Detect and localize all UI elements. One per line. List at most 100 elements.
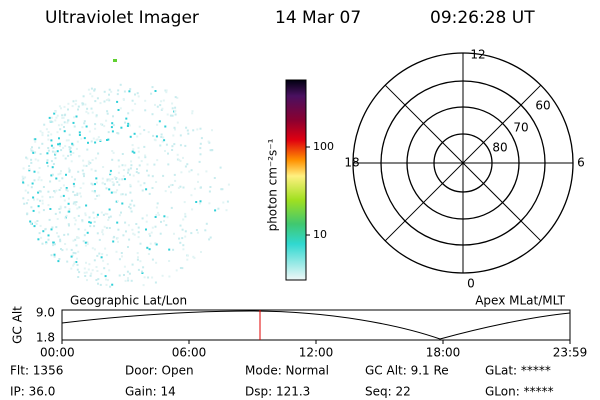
- speckle: [165, 224, 168, 227]
- speckle: [89, 274, 92, 277]
- speckle: [119, 83, 122, 86]
- speckle: [127, 171, 129, 174]
- speckle: [137, 180, 140, 183]
- speckle: [123, 274, 125, 276]
- speckle: [134, 93, 136, 96]
- speckle: [192, 129, 195, 132]
- speckle: [87, 112, 90, 115]
- speckle: [90, 168, 93, 171]
- speckle: [146, 246, 149, 249]
- speckle: [34, 138, 37, 141]
- speckle: [159, 104, 162, 107]
- info-field: Door: Open: [125, 364, 194, 378]
- speckle: [165, 91, 168, 94]
- speckle: [174, 96, 177, 99]
- speckle: [172, 134, 175, 137]
- speckle: [179, 267, 182, 269]
- speckle: [46, 159, 49, 162]
- speckle: [89, 92, 92, 95]
- speckle: [49, 180, 52, 183]
- speckle: [45, 242, 48, 245]
- speckle: [130, 210, 133, 213]
- lat-label: 80: [492, 141, 507, 155]
- speckle: [58, 189, 61, 191]
- speckle: [67, 197, 70, 200]
- speckle: [101, 229, 104, 232]
- speckle: [133, 204, 136, 207]
- speckle: [55, 226, 58, 229]
- speckle: [164, 190, 167, 193]
- speckle: [38, 176, 41, 179]
- speckle: [100, 272, 103, 275]
- speckle: [196, 231, 199, 234]
- speckle: [24, 176, 27, 179]
- speckle: [76, 207, 79, 210]
- speckle: [73, 116, 76, 119]
- speckle: [117, 159, 120, 162]
- speckle: [97, 278, 100, 281]
- title: Ultraviolet Imager: [45, 8, 199, 28]
- speckle: [116, 181, 119, 184]
- speckle: [91, 247, 94, 250]
- speckle: [219, 166, 222, 169]
- speckle: [68, 169, 71, 172]
- speckle: [102, 259, 105, 262]
- speckle: [127, 224, 130, 227]
- speckle: [130, 279, 133, 282]
- speckle: [179, 241, 182, 244]
- speckle: [27, 184, 30, 187]
- speckle: [117, 109, 120, 111]
- speckle: [96, 254, 99, 257]
- speckle: [53, 255, 56, 258]
- speckle: [47, 238, 50, 241]
- speckle: [49, 196, 52, 199]
- speckle: [61, 114, 64, 117]
- speckle: [69, 146, 72, 149]
- speckle: [107, 219, 110, 221]
- speckle: [104, 247, 107, 250]
- speckle: [30, 149, 33, 152]
- speckle: [85, 164, 88, 167]
- speckle: [57, 235, 60, 238]
- speckle: [40, 236, 43, 239]
- speckle: [62, 146, 65, 149]
- speckle: [93, 191, 96, 194]
- speckle: [103, 125, 106, 128]
- speckle: [118, 258, 121, 261]
- speckle: [93, 88, 96, 91]
- speckle: [67, 223, 70, 226]
- speckle: [73, 125, 76, 128]
- speckle: [105, 254, 108, 257]
- speckle: [118, 214, 121, 217]
- speckle: [53, 112, 56, 115]
- speckle: [142, 284, 145, 287]
- speckle: [103, 90, 106, 93]
- speckle: [122, 234, 125, 237]
- speckle: [64, 243, 67, 245]
- speckle: [62, 194, 65, 197]
- speckle: [123, 178, 126, 181]
- speckle: [208, 238, 211, 241]
- speckle: [178, 237, 181, 240]
- speckle: [46, 161, 49, 164]
- info-field: Flt: 1356: [10, 364, 63, 378]
- speckle: [76, 236, 78, 239]
- speckle: [154, 225, 157, 228]
- speckle: [144, 154, 147, 157]
- speckle: [107, 138, 110, 141]
- mlt-label: 12: [470, 48, 485, 62]
- speckle: [34, 158, 37, 161]
- speckle: [111, 122, 114, 125]
- speckle: [92, 211, 95, 214]
- speckle: [136, 135, 139, 138]
- speckle: [129, 191, 132, 194]
- speckle: [41, 199, 44, 202]
- speckle: [174, 113, 177, 116]
- speckle: [141, 272, 144, 274]
- speckle: [147, 131, 150, 134]
- speckle: [130, 199, 133, 202]
- speckle: [199, 153, 202, 156]
- speckle: [21, 175, 24, 178]
- speckle: [59, 205, 62, 208]
- lat-label: 60: [535, 99, 550, 113]
